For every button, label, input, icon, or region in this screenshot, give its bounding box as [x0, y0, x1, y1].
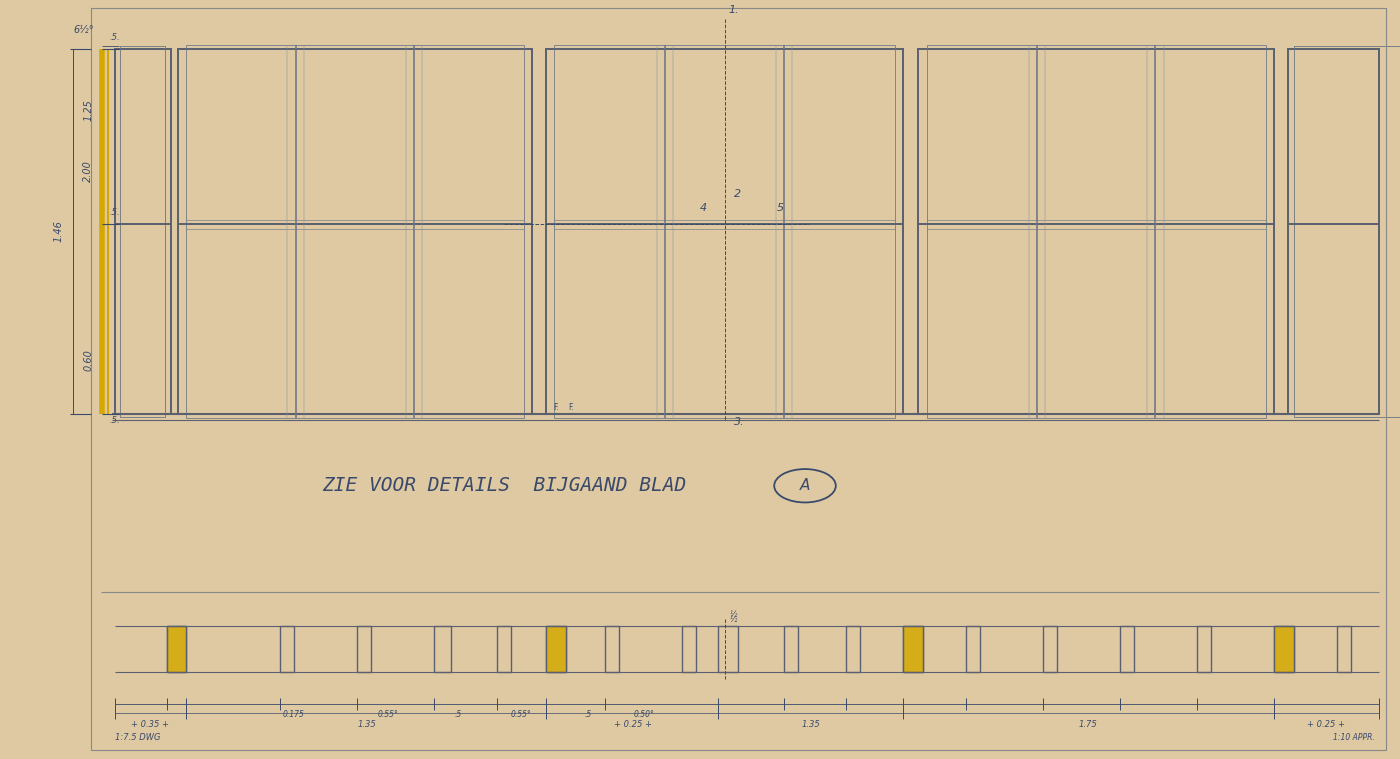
Bar: [546, 626, 566, 672]
Bar: [1274, 626, 1294, 672]
Bar: [546, 49, 903, 414]
Text: .5.: .5.: [109, 33, 120, 43]
Bar: [167, 626, 186, 672]
Bar: [1197, 626, 1211, 672]
Text: 1.: 1.: [729, 5, 739, 15]
Bar: [903, 626, 923, 672]
Bar: [846, 626, 860, 672]
Bar: [434, 626, 451, 672]
Bar: [1120, 626, 1134, 672]
Bar: [1274, 626, 1294, 672]
Bar: [682, 626, 696, 672]
Text: 1:7.5 DWG: 1:7.5 DWG: [115, 733, 160, 742]
Text: 2: 2: [735, 189, 742, 199]
Text: ½: ½: [729, 610, 736, 619]
Bar: [903, 626, 923, 672]
Bar: [1274, 626, 1294, 672]
Bar: [903, 626, 923, 672]
Text: .5.: .5.: [109, 208, 120, 217]
Bar: [966, 626, 980, 672]
Bar: [784, 626, 798, 672]
Bar: [546, 626, 566, 672]
Text: 1.35: 1.35: [801, 720, 820, 729]
Text: 0.50°: 0.50°: [634, 710, 654, 720]
Text: 1.35: 1.35: [357, 720, 377, 729]
Text: 0.55°: 0.55°: [378, 710, 398, 720]
Text: 1.46: 1.46: [53, 221, 64, 242]
Bar: [1043, 626, 1057, 672]
Text: 1:10 APPR.: 1:10 APPR.: [1333, 733, 1375, 742]
Text: 2.00: 2.00: [83, 160, 94, 182]
Bar: [605, 626, 619, 672]
Text: 6½°: 6½°: [74, 25, 94, 36]
Text: 4: 4: [700, 203, 707, 213]
Bar: [1294, 46, 1400, 417]
Text: 1.75: 1.75: [1078, 720, 1098, 729]
Bar: [178, 49, 532, 414]
Text: 0.55°: 0.55°: [511, 710, 531, 720]
Bar: [497, 626, 511, 672]
Bar: [1288, 49, 1379, 414]
Text: .5: .5: [584, 710, 592, 720]
Bar: [120, 46, 165, 417]
Text: 3.: 3.: [735, 417, 745, 427]
Text: 5: 5: [777, 203, 784, 213]
Text: A: A: [799, 478, 811, 493]
Text: ½: ½: [729, 616, 736, 625]
Bar: [280, 626, 294, 672]
Bar: [186, 45, 524, 418]
Bar: [115, 49, 171, 414]
Bar: [927, 45, 1266, 418]
Text: .5: .5: [454, 710, 462, 720]
Text: .5.: .5.: [109, 416, 120, 425]
Text: F.: F.: [553, 403, 559, 412]
Text: + 0.25 +: + 0.25 +: [613, 720, 652, 729]
Bar: [554, 45, 895, 418]
Text: + 0.35 +: + 0.35 +: [130, 720, 169, 729]
Text: + 0.25 +: + 0.25 +: [1306, 720, 1345, 729]
Text: F.: F.: [568, 403, 574, 412]
Bar: [167, 626, 186, 672]
Text: ZIE VOOR DETAILS  BIJGAAND BLAD: ZIE VOOR DETAILS BIJGAAND BLAD: [322, 476, 686, 496]
Bar: [718, 626, 738, 672]
Text: 0.60: 0.60: [83, 350, 94, 371]
Text: 1.25: 1.25: [83, 99, 94, 121]
Bar: [357, 626, 371, 672]
Bar: [918, 49, 1274, 414]
Bar: [546, 626, 566, 672]
Text: 0.175: 0.175: [283, 710, 305, 720]
Bar: [167, 626, 186, 672]
Bar: [1337, 626, 1351, 672]
